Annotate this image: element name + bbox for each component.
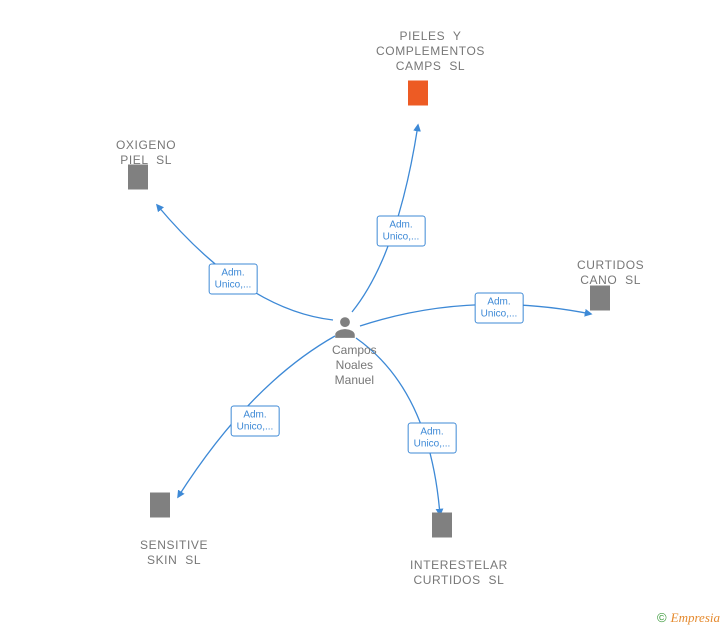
edge-badge-oxigeno[interactable]: Adm. Unico,... — [209, 264, 258, 295]
company-node-pieles[interactable] — [403, 78, 433, 113]
edge-badge-curtidos[interactable]: Adm. Unico,... — [475, 293, 524, 324]
watermark: © Empresia — [657, 610, 720, 626]
building-icon — [427, 510, 457, 540]
company-node-curtidos[interactable] — [585, 283, 615, 318]
edge-oxigeno — [157, 205, 333, 320]
center-person-node[interactable] — [332, 314, 358, 345]
company-label-interestelar: INTERESTELAR CURTIDOS SL — [410, 558, 508, 588]
company-node-sensitive[interactable] — [145, 490, 175, 525]
edges-layer — [0, 0, 728, 630]
center-person-label: Campos Noales Manuel — [332, 343, 377, 388]
copyright-symbol: © — [657, 610, 667, 625]
company-label-oxigeno: OXIGENO PIEL SL — [116, 138, 176, 168]
diagram-canvas: Campos Noales Manuel PIELES Y COMPLEMENT… — [0, 0, 728, 630]
edge-badge-interestelar[interactable]: Adm. Unico,... — [408, 423, 457, 454]
edge-badge-pieles[interactable]: Adm. Unico,... — [377, 216, 426, 247]
company-node-interestelar[interactable] — [427, 510, 457, 545]
watermark-brand: Empresia — [671, 610, 720, 625]
company-label-curtidos: CURTIDOS CANO SL — [577, 258, 644, 288]
company-label-pieles: PIELES Y COMPLEMENTOS CAMPS SL — [376, 29, 485, 74]
company-label-sensitive: SENSITIVE SKIN SL — [140, 538, 208, 568]
building-icon — [403, 78, 433, 108]
person-icon — [332, 314, 358, 340]
edge-badge-sensitive[interactable]: Adm. Unico,... — [231, 406, 280, 437]
building-icon — [145, 490, 175, 520]
